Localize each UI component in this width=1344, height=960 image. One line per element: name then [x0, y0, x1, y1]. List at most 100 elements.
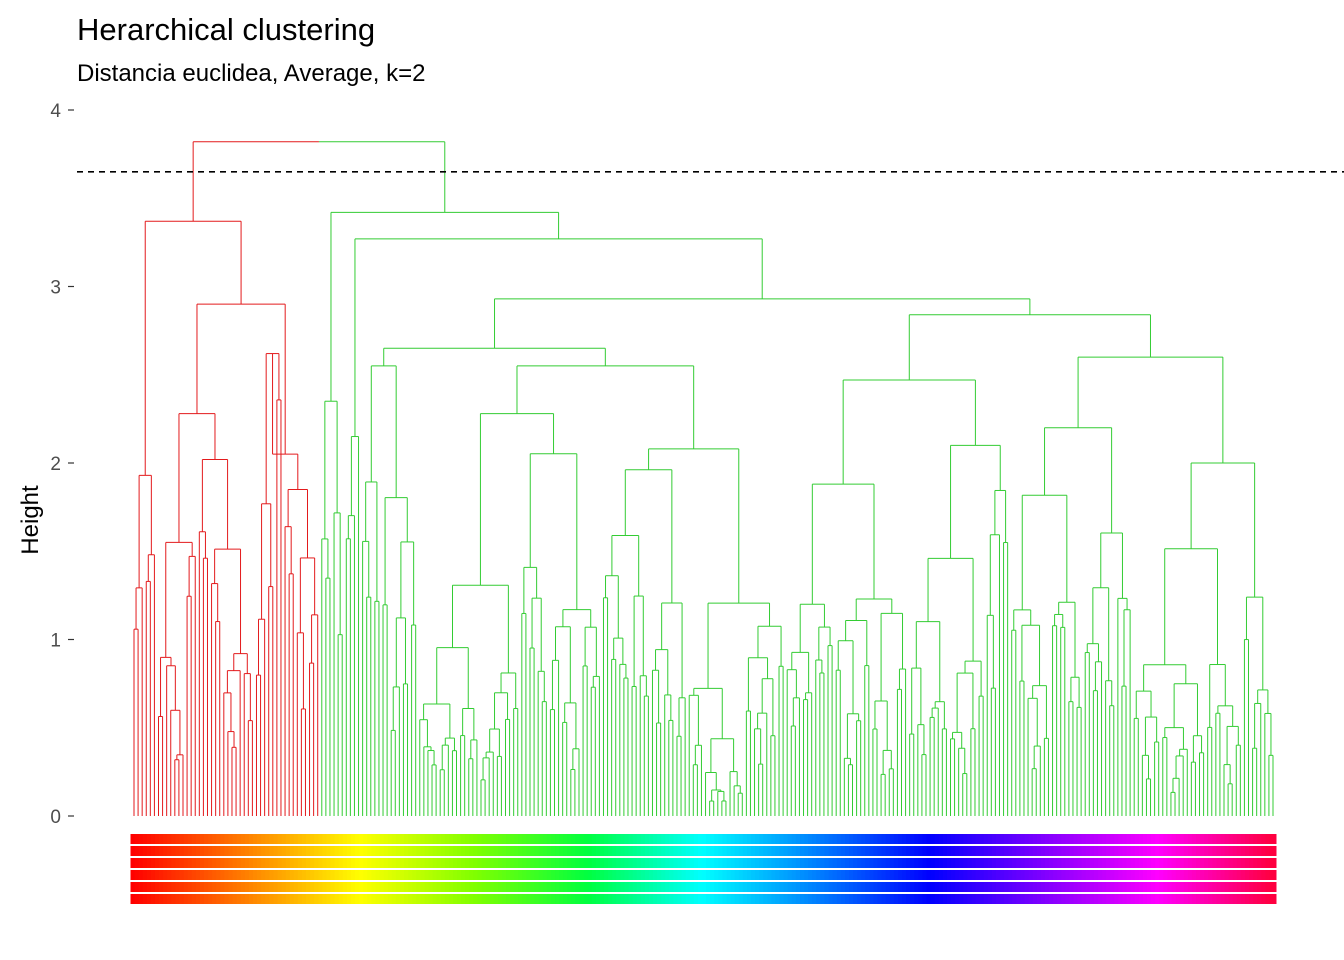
leaf-label [783, 834, 791, 904]
leaf-label-glyph [795, 882, 803, 892]
leaf-label [1032, 834, 1040, 904]
leaf-label [718, 834, 726, 904]
leaf-label-glyph [808, 882, 816, 892]
leaf-label-glyph [510, 882, 518, 892]
leaf-label-glyph [212, 870, 220, 880]
leaf-label-glyph [955, 870, 963, 880]
leaf-label-glyph [559, 870, 567, 880]
leaf-label-glyph [1196, 834, 1204, 844]
leaf-label-glyph [804, 882, 812, 892]
leaf-label-glyph [840, 834, 848, 844]
leaf-label-glyph [346, 870, 354, 880]
leaf-label-glyph [1089, 870, 1097, 880]
leaf-label-glyph [979, 846, 987, 856]
leaf-label-glyph [1061, 870, 1069, 880]
leaf-label-glyph [154, 834, 162, 844]
leaf-label-glyph [236, 834, 244, 844]
leaf-label-glyph [734, 846, 742, 856]
leaf-label-glyph [746, 894, 754, 904]
leaf-label-glyph [252, 894, 260, 904]
leaf-label-glyph [175, 858, 183, 868]
leaf-label-glyph [289, 894, 297, 904]
leaf-label-glyph [1093, 846, 1101, 856]
leaf-label-glyph [1212, 870, 1220, 880]
leaf-label-glyph [289, 870, 297, 880]
leaf-label-glyph [559, 858, 567, 868]
leaf-label-glyph [824, 858, 832, 868]
leaf-label-glyph [514, 846, 522, 856]
leaf-label-glyph [865, 858, 873, 868]
leaf-label-glyph [477, 894, 485, 904]
leaf-label [371, 834, 379, 904]
leaf-label-glyph [1130, 834, 1138, 844]
leaf-label [522, 834, 530, 904]
leaf-label-glyph [991, 894, 999, 904]
leaf-label-glyph [824, 846, 832, 856]
leaf-label [281, 834, 289, 904]
leaf-label-glyph [1134, 846, 1142, 856]
leaf-label-glyph [465, 870, 473, 880]
leaf-label-glyph [693, 870, 701, 880]
leaf-label-glyph [1191, 846, 1199, 856]
leaf-label-glyph [485, 882, 493, 892]
leaf-label-glyph [338, 834, 346, 844]
leaf-label-glyph [408, 858, 416, 868]
leaf-label-glyph [477, 858, 485, 868]
leaf-label-glyph [779, 858, 787, 868]
leaf-label-glyph [897, 858, 905, 868]
leaf-label-glyph [277, 858, 285, 868]
leaf-label-glyph [404, 870, 412, 880]
leaf-label-glyph [787, 834, 795, 844]
leaf-label-glyph [865, 834, 873, 844]
leaf-label-glyph [767, 834, 775, 844]
leaf-label-glyph [599, 882, 607, 892]
leaf-label-glyph [257, 834, 265, 844]
leaf-label-glyph [861, 882, 869, 892]
leaf-label-glyph [240, 870, 248, 880]
leaf-label-glyph [1049, 846, 1057, 856]
leaf-label [257, 834, 265, 904]
leaf-label-glyph [783, 894, 791, 904]
leaf-label-glyph [387, 846, 395, 856]
leaf-label-glyph [983, 882, 991, 892]
leaf-label-glyph [1061, 846, 1069, 856]
leaf-label [461, 834, 469, 904]
leaf-label-glyph [608, 894, 616, 904]
leaf-label-glyph [661, 858, 669, 868]
leaf-label [946, 834, 954, 904]
leaf-label-glyph [285, 894, 293, 904]
leaf-label-glyph [910, 882, 918, 892]
leaf-label-glyph [1142, 882, 1150, 892]
leaf-label [706, 834, 714, 904]
leaf-label-glyph [220, 858, 228, 868]
leaf-label-glyph [579, 882, 587, 892]
leaf-label-glyph [338, 846, 346, 856]
leaf-label-glyph [338, 870, 346, 880]
leaf-label-glyph [840, 882, 848, 892]
leaf-label-glyph [424, 894, 432, 904]
leaf-label-glyph [1142, 858, 1150, 868]
leaf-label-glyph [542, 882, 550, 892]
leaf-label-glyph [330, 870, 338, 880]
leaf-label-glyph [787, 870, 795, 880]
leaf-label-glyph [432, 858, 440, 868]
leaf-label-glyph [1224, 870, 1232, 880]
leaf-label-glyph [1216, 846, 1224, 856]
leaf-label-glyph [587, 882, 595, 892]
leaf-label-glyph [493, 882, 501, 892]
leaf-label-glyph [1065, 858, 1073, 868]
leaf-label-glyph [930, 858, 938, 868]
leaf-label-glyph [1163, 894, 1171, 904]
leaf-label-glyph [791, 834, 799, 844]
leaf-label-glyph [930, 846, 938, 856]
leaf-label-glyph [1232, 858, 1240, 868]
leaf-label-glyph [971, 834, 979, 844]
leaf-label-glyph [1236, 834, 1244, 844]
leaf-label-glyph [538, 894, 546, 904]
leaf-label-glyph [293, 870, 301, 880]
leaf-label-glyph [1069, 858, 1077, 868]
leaf-label-glyph [865, 846, 873, 856]
leaf-label-glyph [546, 846, 554, 856]
leaf-label-glyph [1061, 834, 1069, 844]
leaf-label-glyph [281, 834, 289, 844]
